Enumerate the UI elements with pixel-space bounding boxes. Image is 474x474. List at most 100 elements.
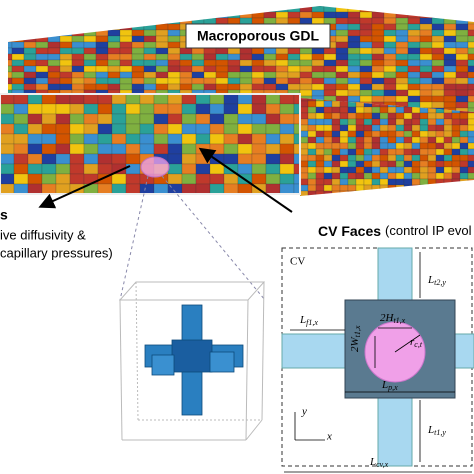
cell: [71, 41, 85, 49]
cell: [419, 190, 429, 196]
cell: [372, 197, 380, 203]
cell: [467, 184, 474, 192]
cell: [371, 172, 381, 180]
cell: [467, 107, 474, 112]
dimension-label: 2Ht1,x: [380, 312, 406, 325]
cell: [191, 11, 205, 19]
cell: [307, 142, 317, 150]
cell: [347, 142, 357, 150]
cell: [0, 113, 15, 125]
cell: [379, 190, 389, 196]
cell: [153, 113, 169, 125]
cell: [427, 184, 437, 192]
cell: [371, 35, 385, 43]
cell: [107, 59, 121, 67]
cell: [359, 6, 373, 13]
cell: [467, 118, 474, 126]
cell: [47, 77, 61, 85]
cell: [111, 143, 127, 155]
cell: [239, 83, 253, 91]
cell: [119, 41, 133, 49]
cell: [83, 133, 99, 145]
cell: [323, 142, 333, 150]
cell: [395, 59, 409, 67]
cell: [83, 143, 99, 155]
cell: [71, 65, 85, 73]
cell: [167, 11, 181, 19]
cell: [347, 17, 361, 25]
cell: [348, 197, 356, 203]
cell: [209, 143, 225, 155]
cell: [131, 65, 145, 73]
cell: [223, 103, 239, 115]
title: Macroporous GDL: [197, 28, 320, 44]
cell: [209, 163, 225, 175]
cell: [427, 112, 437, 120]
cell: [153, 123, 169, 135]
cell: [395, 190, 405, 196]
cell: [379, 112, 389, 120]
cell: [347, 190, 357, 196]
cell: [59, 6, 73, 13]
cell: [191, 47, 205, 55]
cell: [335, 6, 349, 13]
cell: [167, 123, 183, 135]
cell: [27, 133, 43, 145]
cell: [412, 197, 420, 203]
cell: [323, 53, 337, 61]
cell: [443, 65, 457, 73]
cell: [23, 41, 37, 49]
cell: [347, 59, 361, 67]
cell: [419, 95, 433, 103]
cell: [111, 103, 127, 115]
cell: [181, 143, 197, 155]
left-line: capillary pressures): [0, 245, 113, 260]
cell: [339, 184, 349, 192]
cell: [131, 23, 145, 31]
cell: [383, 29, 397, 37]
cell: [323, 65, 337, 73]
cell: [347, 154, 357, 162]
cell: [395, 160, 405, 168]
dimension-symbol: L: [427, 274, 434, 286]
cell: [411, 184, 421, 192]
cell: [107, 41, 121, 49]
cell: [95, 29, 109, 37]
cell: [265, 123, 281, 135]
cell: [371, 166, 381, 174]
cell: [71, 23, 85, 31]
cell: [371, 124, 381, 132]
cell: [179, 47, 193, 55]
cell: [300, 130, 309, 138]
cell: [41, 163, 57, 175]
cell: [139, 123, 155, 135]
cell: [419, 148, 429, 156]
cell: [323, 11, 337, 19]
cell: [443, 190, 453, 196]
cell: [131, 53, 145, 61]
cell: [275, 17, 289, 25]
cell: [323, 184, 333, 192]
cell: [203, 6, 217, 13]
cell: [395, 17, 409, 25]
cell: [300, 197, 308, 203]
cell: [59, 35, 73, 43]
cell: [347, 112, 357, 120]
cell: [419, 59, 433, 67]
cell: [251, 123, 267, 135]
cell: [181, 183, 197, 194]
cell: [427, 142, 437, 150]
cell: [155, 6, 169, 7]
cell: [355, 166, 365, 174]
cell: [427, 160, 437, 168]
cell: [83, 153, 99, 165]
dimension-subscript: t1,x: [393, 316, 405, 325]
cell: [83, 163, 99, 175]
cell: [379, 184, 389, 192]
cell: [299, 6, 313, 7]
cell: [125, 94, 141, 105]
cell: [459, 172, 469, 180]
cell: [335, 59, 349, 67]
cell: [459, 148, 469, 156]
cell: [275, 53, 289, 61]
